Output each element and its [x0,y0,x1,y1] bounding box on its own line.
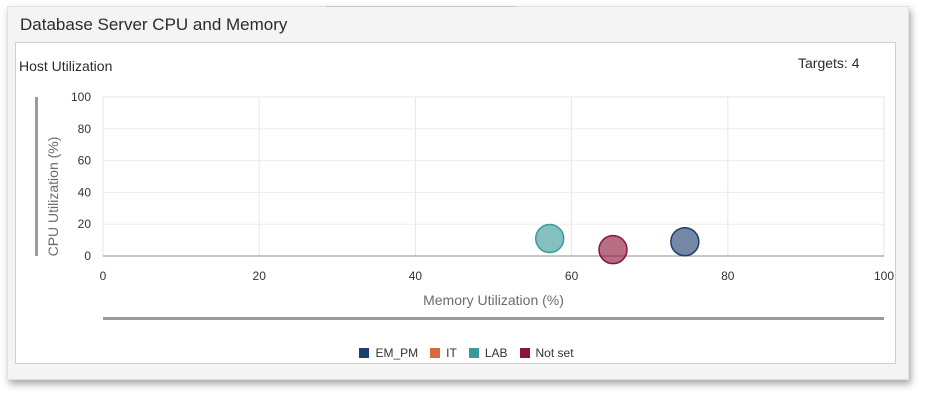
legend-swatch [430,348,441,358]
legend-label: Not set [535,346,574,360]
legend-swatch [519,348,530,358]
legend-item-em-pm[interactable]: EM_PM [359,346,418,360]
y-tick-label: 20 [78,217,92,231]
y-axis-scrollbar[interactable] [35,97,38,256]
legend-item-it[interactable]: IT [430,346,457,360]
panel-top-divider [326,6,516,7]
page-title: Database Server CPU and Memory [20,15,288,34]
chart-title: Host Utilization [19,58,113,74]
x-tick-label: 40 [409,269,423,283]
x-tick-label: 100 [874,269,894,283]
bubble-lab [534,223,565,254]
legend-label: LAB [484,346,508,360]
x-axis-scrollbar[interactable] [103,317,884,320]
y-axis-label: CPU Utilization (%) [45,137,61,257]
grid-lines [103,97,884,256]
y-tick-label: 80 [78,122,92,136]
targets-count: Targets: 4 [798,55,860,71]
x-tick-label: 0 [100,269,107,283]
legend-label: IT [446,346,457,360]
plot-area-border [102,96,885,257]
tick-labels: 0 20 40 60 80 100 0 20 40 60 80 100 [71,90,894,283]
legend-label: EM_PM [375,346,419,360]
bubbles [534,223,700,265]
x-tick-label: 60 [565,269,579,283]
legend-item-not-set[interactable]: Not set [519,346,574,360]
bubble-em-pm [670,226,700,257]
y-tick-label: 40 [78,185,92,199]
y-tick-label: 60 [78,154,92,168]
legend-item-lab[interactable]: LAB [468,346,508,360]
x-axis-label: Memory Utilization (%) [423,292,564,308]
legend-swatch [468,348,479,358]
bubble-not-set [598,234,628,265]
y-tick-label: 0 [84,249,91,263]
legend: EM_PM IT LAB Not set [0,346,933,360]
x-tick-label: 80 [721,269,735,283]
chart-card [15,42,896,364]
y-tick-label: 100 [71,90,91,104]
axes [102,96,885,257]
x-tick-label: 20 [253,269,267,283]
legend-swatch [359,348,370,358]
